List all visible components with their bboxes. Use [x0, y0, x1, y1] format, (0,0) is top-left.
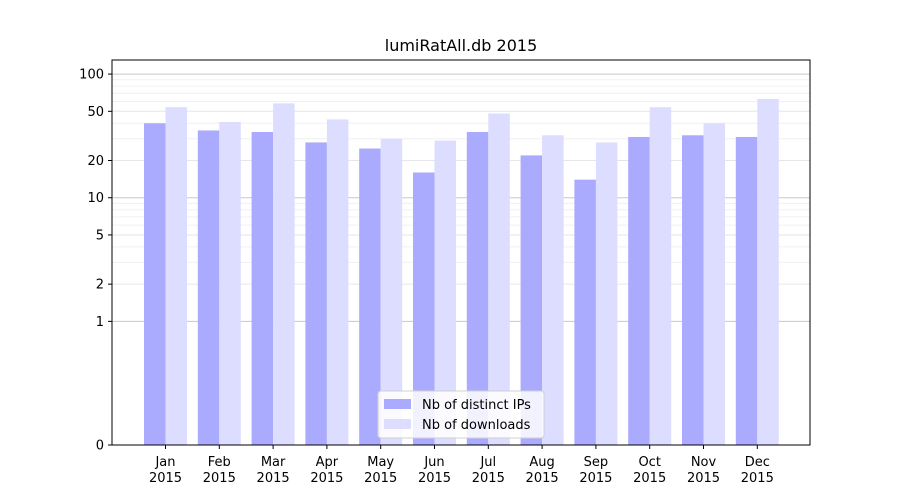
- x-tick-label: May 2015: [364, 455, 397, 486]
- x-tick-label: Jul 2015: [472, 455, 505, 486]
- legend-swatch: [384, 399, 411, 409]
- x-tick-label: Aug 2015: [526, 455, 559, 486]
- bar: [488, 113, 510, 446]
- x-tick-label: Dec 2015: [741, 455, 774, 486]
- bar: [628, 136, 650, 445]
- bar: [165, 107, 187, 445]
- bar: [144, 123, 166, 445]
- bar: [219, 121, 241, 445]
- bars: [144, 98, 779, 446]
- bar: [649, 107, 672, 445]
- y-tick-label: 5: [96, 228, 104, 243]
- bar: [735, 136, 758, 445]
- bar: [413, 172, 435, 446]
- x-tick-label: Apr 2015: [310, 455, 343, 486]
- y-tick-label: 10: [87, 191, 104, 206]
- x-axis: Jan 2015 Feb 2015 Mar 2015 Apr 2015 May 2015 Jun 20…: [149, 445, 774, 486]
- bar: [595, 142, 618, 445]
- bar: [434, 140, 456, 445]
- bar: [197, 130, 220, 445]
- legend-label: Nb of distinct IPs: [422, 398, 531, 413]
- y-tick-label: 50: [87, 105, 104, 120]
- bar: [466, 132, 489, 446]
- bar: [520, 155, 543, 445]
- legend-label: Nb of downloads: [422, 418, 531, 433]
- bar: [757, 98, 779, 445]
- bar: [305, 142, 327, 445]
- x-tick-label: Feb 2015: [203, 455, 236, 486]
- x-tick-label: Jan 2015: [149, 455, 182, 486]
- x-tick-label: Nov 2015: [687, 455, 720, 486]
- bar: [574, 179, 596, 446]
- bar: [380, 138, 403, 446]
- y-tick-label: 0: [96, 439, 104, 454]
- x-tick-label: Oct 2015: [633, 455, 666, 486]
- plot-frame: [111, 59, 811, 446]
- bar: [359, 148, 381, 445]
- x-tick-label: Sep 2015: [579, 455, 612, 486]
- x-tick-label: Mar 2015: [257, 455, 290, 486]
- bar: [682, 135, 704, 445]
- y-tick-label: 2: [96, 278, 104, 293]
- y-tick-label: 20: [87, 154, 104, 169]
- y-axis: 0 1 2 5 10 20 50 100: [79, 68, 112, 454]
- bar: [326, 119, 349, 445]
- bar: [273, 103, 295, 445]
- bar: [251, 132, 274, 446]
- legend-swatch: [384, 419, 411, 429]
- chart-title: lumiRatAll.db 2015: [385, 36, 538, 55]
- legend: Nb of distinct IPs Nb of downloads: [377, 390, 545, 439]
- bar: [703, 123, 725, 445]
- x-tick-label: Jun 2015: [418, 455, 451, 486]
- bar: [542, 135, 564, 445]
- y-tick-label: 100: [79, 68, 104, 83]
- legend-box: [377, 390, 545, 439]
- y-tick-label: 1: [96, 315, 104, 330]
